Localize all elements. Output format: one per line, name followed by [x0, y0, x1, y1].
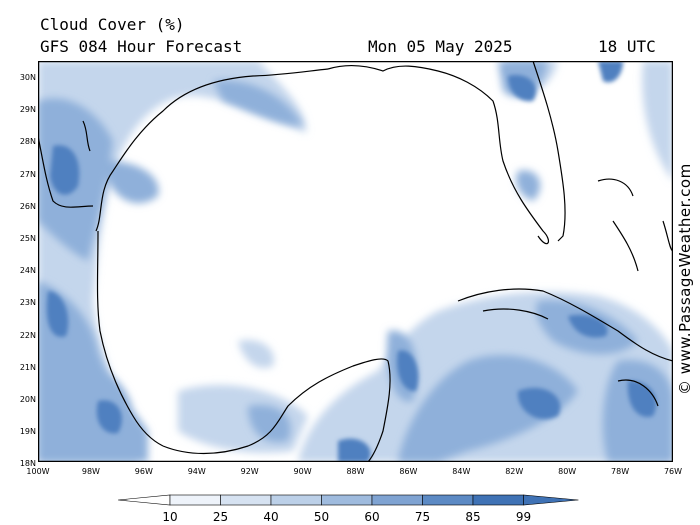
colorbar-label: 40: [263, 510, 279, 524]
colorbar-segment: [220, 494, 272, 506]
lat-label: 25N: [19, 234, 36, 243]
colorbar-label: 99: [515, 510, 532, 524]
colorbar-label: 50: [313, 510, 330, 524]
lon-label: 94W: [187, 467, 206, 476]
cloud-cover-map: [38, 61, 673, 462]
map-title: Cloud Cover (%): [40, 15, 185, 34]
colorbar-label: 10: [162, 510, 178, 524]
lat-label: 22N: [19, 330, 36, 340]
lat-label: 19N: [19, 427, 36, 437]
lon-label: 90W: [293, 467, 312, 476]
colorbar: [118, 494, 579, 506]
lon-label: 96W: [134, 467, 153, 476]
lon-label: 84W: [452, 467, 471, 476]
lat-label: 29N: [19, 105, 36, 115]
lon-label: 80W: [558, 467, 577, 476]
lon-label: 82W: [505, 467, 524, 476]
lon-label: 88W: [346, 467, 365, 476]
lat-label: 26N: [19, 201, 36, 211]
coastline: [38, 61, 673, 462]
colorbar-label: 60: [364, 510, 380, 524]
colorbar-low-arrow: [118, 494, 171, 506]
lon-label: 98W: [81, 467, 100, 476]
colorbar-label: 85: [465, 510, 481, 524]
colorbar-segment: [472, 494, 524, 506]
lat-label: 27N: [19, 169, 36, 179]
colorbar-segment: [422, 494, 474, 506]
lat-label: 21N: [19, 362, 36, 372]
lon-label: 78W: [611, 467, 630, 476]
lon-label: 76W: [663, 467, 683, 476]
lat-label: 20N: [19, 395, 36, 404]
model-label: GFS 084 Hour Forecast: [40, 37, 243, 56]
cloud-field: [38, 61, 673, 462]
colorbar-high-arrow: [523, 494, 579, 506]
colorbar-segment: [371, 494, 423, 506]
forecast-time: 18 UTC: [598, 37, 656, 56]
lat-label: 28N: [19, 137, 36, 147]
lat-label: 30N: [19, 73, 36, 82]
colorbar-label: 75: [414, 510, 431, 524]
colorbar-segment: [169, 494, 221, 506]
lat-label: 23N: [19, 298, 36, 308]
lat-label: 18N: [19, 459, 36, 469]
lat-label: 24N: [19, 266, 36, 276]
lon-label: 86W: [399, 467, 418, 476]
lon-label: 92W: [240, 467, 259, 476]
colorbar-label: 25: [212, 510, 229, 524]
lon-label: 100W: [26, 467, 50, 476]
credit-text: © www.PassageWeather.com: [676, 163, 694, 395]
colorbar-segment: [321, 494, 373, 506]
forecast-date: Mon 05 May 2025: [368, 37, 513, 56]
colorbar-segment: [270, 494, 322, 506]
